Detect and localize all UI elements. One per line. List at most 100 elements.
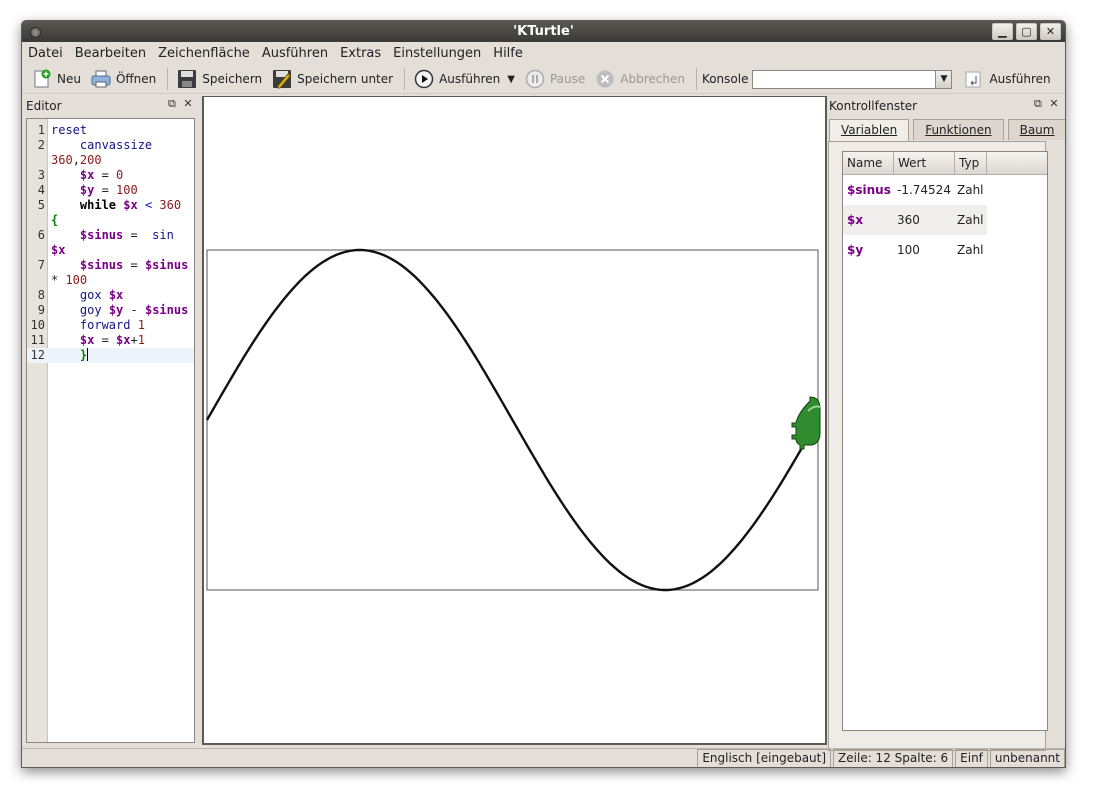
column-name[interactable]: Name [843, 152, 894, 174]
line-number: 11 [30, 333, 45, 347]
menu-zeichenflaeche[interactable]: Zeichenfläche [158, 45, 250, 61]
status-mode: Einf [955, 749, 988, 767]
line-number: 6 [37, 228, 45, 242]
code-line[interactable]: $x [27, 243, 194, 258]
save-as-button[interactable]: Speichern unter [268, 67, 397, 91]
line-number: 8 [37, 288, 45, 302]
menu-hilfe[interactable]: Hilfe [493, 45, 523, 61]
code-text: while $x < 360 [79, 198, 182, 212]
pause-label: Pause [549, 72, 586, 86]
status-file: unbenannt [989, 749, 1065, 767]
close-icon[interactable]: ✕ [183, 97, 193, 110]
play-icon [414, 69, 434, 89]
open-button[interactable]: Öffnen [87, 67, 160, 91]
run-dropdown-icon[interactable]: ▼ [507, 73, 515, 85]
status-bar: Englisch [eingebaut] Zeile: 12 Spalte: 6… [22, 748, 1065, 767]
variables-table[interactable]: Name Wert Typ $sinus -1.74524 Zahl $x 360 Zah… [842, 151, 1048, 731]
code-line[interactable]: 7 $sinus = $sinus [27, 258, 194, 273]
code-line[interactable]: 12 } [27, 348, 194, 363]
tab-variablen[interactable]: Variablen [829, 119, 910, 142]
variable-name: $y [847, 243, 864, 257]
editor-title: Editor [26, 99, 62, 113]
variables-pane: Name Wert Typ $sinus -1.74524 Zahl $x 360 Zah… [828, 141, 1048, 751]
run-button[interactable]: Ausführen ▼ [410, 67, 519, 91]
code-text: goy $y - $sinus [79, 303, 189, 317]
toolbar: Neu Öffnen Speichern Spe [22, 65, 1065, 94]
line-number: 10 [30, 318, 45, 332]
new-button[interactable]: Neu [28, 67, 85, 91]
code-text: $x [51, 243, 66, 257]
abort-button[interactable]: Abbrechen [591, 67, 689, 91]
code-line[interactable]: 2 canvassize [27, 138, 194, 153]
status-position: Zeile: 12 Spalte: 6 [833, 749, 954, 767]
code-line[interactable]: 360,200 [27, 153, 194, 168]
canvas-area[interactable] [202, 96, 827, 745]
sine-curve [205, 248, 820, 592]
tab-baum[interactable]: Baum [1007, 119, 1065, 140]
variable-name: $x [847, 213, 864, 227]
code-text: canvassize [79, 138, 153, 152]
save-button[interactable]: Speichern [173, 67, 266, 91]
column-type[interactable]: Typ [955, 152, 987, 174]
variable-type: Zahl [957, 213, 984, 227]
close-icon[interactable]: ✕ [1040, 23, 1061, 40]
editor-dock-buttons: ⧉ ✕ [168, 97, 193, 111]
menu-bearbeiten[interactable]: Bearbeiten [74, 45, 147, 61]
code-line[interactable]: * 100 [27, 273, 194, 288]
code-text: $y = 100 [79, 183, 138, 197]
code-line[interactable]: { [27, 213, 194, 228]
code-line[interactable]: 6 $sinus = sin [27, 228, 194, 243]
menu-datei[interactable]: Datei [28, 45, 63, 61]
menu-extras[interactable]: Extras [340, 45, 382, 61]
code-text: $sinus = $sinus [79, 258, 189, 272]
save-disk-icon [178, 70, 197, 88]
code-text: $x = 0 [79, 168, 124, 182]
toolbar-separator [167, 68, 169, 90]
table-row[interactable]: $x 360 Zahl [843, 205, 987, 235]
code-text: reset [51, 123, 88, 137]
console-dropdown-icon[interactable]: ▼ [935, 70, 952, 88]
menu-ausfuehren[interactable]: Ausführen [261, 45, 329, 61]
new-file-icon [34, 69, 51, 88]
save-as-label: Speichern unter [297, 72, 394, 86]
pause-icon [525, 69, 545, 89]
inspector-title: Kontrollfenster [829, 99, 918, 113]
float-icon[interactable]: ⧉ [168, 97, 176, 110]
line-number: 12 [30, 348, 45, 362]
column-value[interactable]: Wert [894, 152, 955, 174]
table-row[interactable]: $sinus -1.74524 Zahl [843, 175, 987, 205]
turtle-canvas[interactable] [204, 97, 825, 743]
code-line[interactable]: 11 $x = $x+1 [27, 333, 194, 348]
code-line[interactable]: 4 $y = 100 [27, 183, 194, 198]
line-number: 3 [37, 168, 45, 182]
close-icon[interactable]: ✕ [1049, 97, 1059, 110]
minimize-icon[interactable]: ▁ [992, 23, 1013, 40]
code-line[interactable]: 3 $x = 0 [27, 168, 194, 183]
pause-button[interactable]: Pause [521, 67, 589, 91]
tab-funktionen[interactable]: Funktionen [913, 119, 1004, 140]
variable-name: $sinus [847, 183, 891, 197]
menu-einstellungen[interactable]: Einstellungen [393, 45, 482, 61]
line-number: 4 [37, 183, 45, 197]
code-line[interactable]: 9 goy $y - $sinus [27, 303, 194, 318]
code-line[interactable]: 10 forward 1 [27, 318, 194, 333]
float-icon[interactable]: ⧉ [1034, 97, 1042, 110]
inspector-dock-buttons: ⧉ ✕ [1034, 97, 1059, 111]
code-line[interactable]: 8 gox $x [27, 288, 194, 303]
code-line[interactable]: 5 while $x < 360 [27, 198, 194, 213]
status-language[interactable]: Englisch [eingebaut] [697, 749, 832, 767]
maximize-icon[interactable]: ▢ [1016, 23, 1037, 40]
table-row[interactable]: $y 100 Zahl [843, 235, 987, 265]
toolbar-separator [404, 68, 406, 90]
console-run-button[interactable]: Ausführen [960, 67, 1054, 91]
save-label: Speichern [202, 72, 263, 86]
line-number: 1 [37, 123, 45, 137]
console-input[interactable]: ▼ [752, 69, 953, 89]
code-line[interactable]: 1 reset [27, 123, 194, 138]
window-menu-icon[interactable] [30, 27, 41, 38]
variable-type: Zahl [957, 183, 984, 197]
enter-icon [965, 71, 981, 88]
new-label: Neu [57, 72, 81, 86]
